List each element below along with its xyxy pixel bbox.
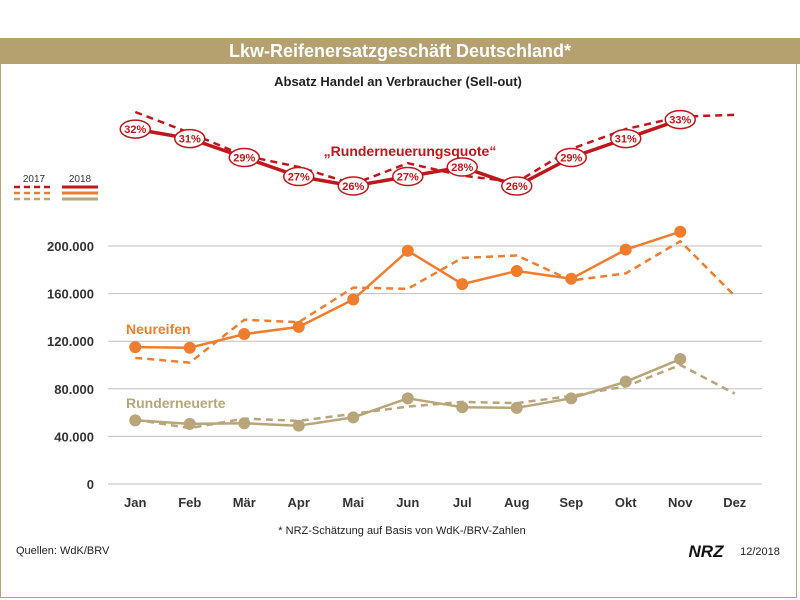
x-tick-label: Okt [615,495,637,510]
chart-subtitle: Absatz Handel an Verbraucher (Sell-out) [274,74,522,89]
nrz-logo: NRZ [689,542,725,561]
neureifen-2017-line [135,239,736,364]
neureifen-2018-point [292,320,305,333]
runderneuerte-2017-line [135,363,736,430]
y-tick-label: 80.000 [54,382,94,397]
series-label-runderneuerte: Runderneuerte [126,395,226,411]
quote-point-bubble [446,157,478,177]
x-tick-label: Dez [723,495,747,510]
quote-point-label: 26% [506,181,528,193]
x-tick-label: Feb [178,495,201,510]
x-axis: Jan Feb Mär Apr Mai Jun Jul Aug Sep Okt Nov Dez [124,495,747,510]
runderneuerte-2018-point [456,401,469,414]
quote-point-label: 28% [451,162,473,174]
series-runderneuerte-2018 [129,353,687,432]
quote-point-label: 27% [288,172,310,184]
neureifen-2018-point [619,243,632,256]
quote-series-2018: 32% 31% 29% 27% 26% 27% 28% 26% 29% 31% 33% [119,109,696,196]
quote-2017-line [134,110,735,186]
series-neureifen-2018 [129,225,687,354]
quote-point-label: 29% [233,153,255,165]
quote-point-label: 31% [615,134,637,146]
neureifen-2018-point [510,264,523,277]
runderneuerte-2018-point [292,419,305,432]
quote-point-label: 27% [397,172,419,184]
neureifen-2018-point [347,293,360,306]
runderneuerte-2018-point [674,353,687,366]
quote-series-2017 [134,110,735,186]
quote-point-bubble [664,109,696,130]
legend-2017-label: 2017 [23,174,46,185]
x-tick-label: Mär [233,495,256,510]
chart-title: Lkw-Reifenersatzgeschäft Deutschland* [0,38,800,64]
quote-point-label: 33% [669,115,691,127]
footnote: * NRZ-Schätzung auf Basis von WdK-/BRV-Z… [278,525,525,537]
x-tick-label: Apr [288,495,310,510]
legend-2018-label: 2018 [69,174,92,185]
quote-point-bubble [501,176,533,196]
x-tick-label: Jul [453,495,472,510]
series-runderneuerte-2017 [135,363,736,430]
neureifen-2018-point [129,341,142,354]
quote-point-label: 29% [560,153,582,165]
quote-label: „Runderneuerungsquote“ [324,143,497,159]
quote-point-label: 32% [124,124,146,136]
x-tick-label: Jan [124,495,146,510]
runderneuerte-2018-point [183,417,196,430]
runderneuerte-2018-point [619,375,632,388]
quote-point-bubble [555,147,587,168]
runderneuerte-2018-point [401,392,414,405]
x-tick-label: Jun [396,495,419,510]
y-tick-label: 200.000 [47,239,94,254]
quote-point-bubble [283,166,315,187]
quote-point-bubble [392,166,424,187]
series-neureifen-2017 [135,239,736,364]
x-tick-label: Nov [668,495,693,510]
neureifen-2018-point [401,244,414,257]
neureifen-2018-point [456,278,469,291]
x-tick-label: Mai [342,495,364,510]
runderneuerte-2018-point [347,411,360,424]
runderneuerte-2018-point [129,414,142,427]
source-text: Quellen: WdK/BRV [16,545,110,557]
quote-point-bubble [119,119,151,139]
date-text: 12/2018 [740,546,780,558]
y-tick-label: 120.000 [47,334,94,349]
runderneuerte-2018-point [565,392,578,405]
runderneuerte-2018-point [510,401,523,414]
gridlines [108,245,762,485]
x-tick-label: Aug [504,495,529,510]
quote-point-bubble [337,176,369,196]
quote-point-label: 26% [342,181,364,193]
y-tick-label: 0 [87,477,94,492]
runderneuerte-2018-point [238,417,251,430]
quote-point-bubble [610,128,642,149]
neureifen-2018-point [565,272,578,285]
neureifen-2018-point [238,328,251,341]
neureifen-2018-point [674,225,687,238]
y-tick-label: 160.000 [47,287,94,302]
quote-point-bubble [174,128,206,149]
x-tick-label: Sep [559,495,583,510]
quote-point-bubble [228,147,260,168]
series-label-neureifen: Neureifen [126,321,191,337]
quote-point-label: 31% [179,134,201,146]
y-axis: 0 40.000 80.000 120.000 160.000 200.000 [47,239,94,492]
y-tick-label: 40.000 [54,429,94,444]
neureifen-2018-point [183,341,196,354]
